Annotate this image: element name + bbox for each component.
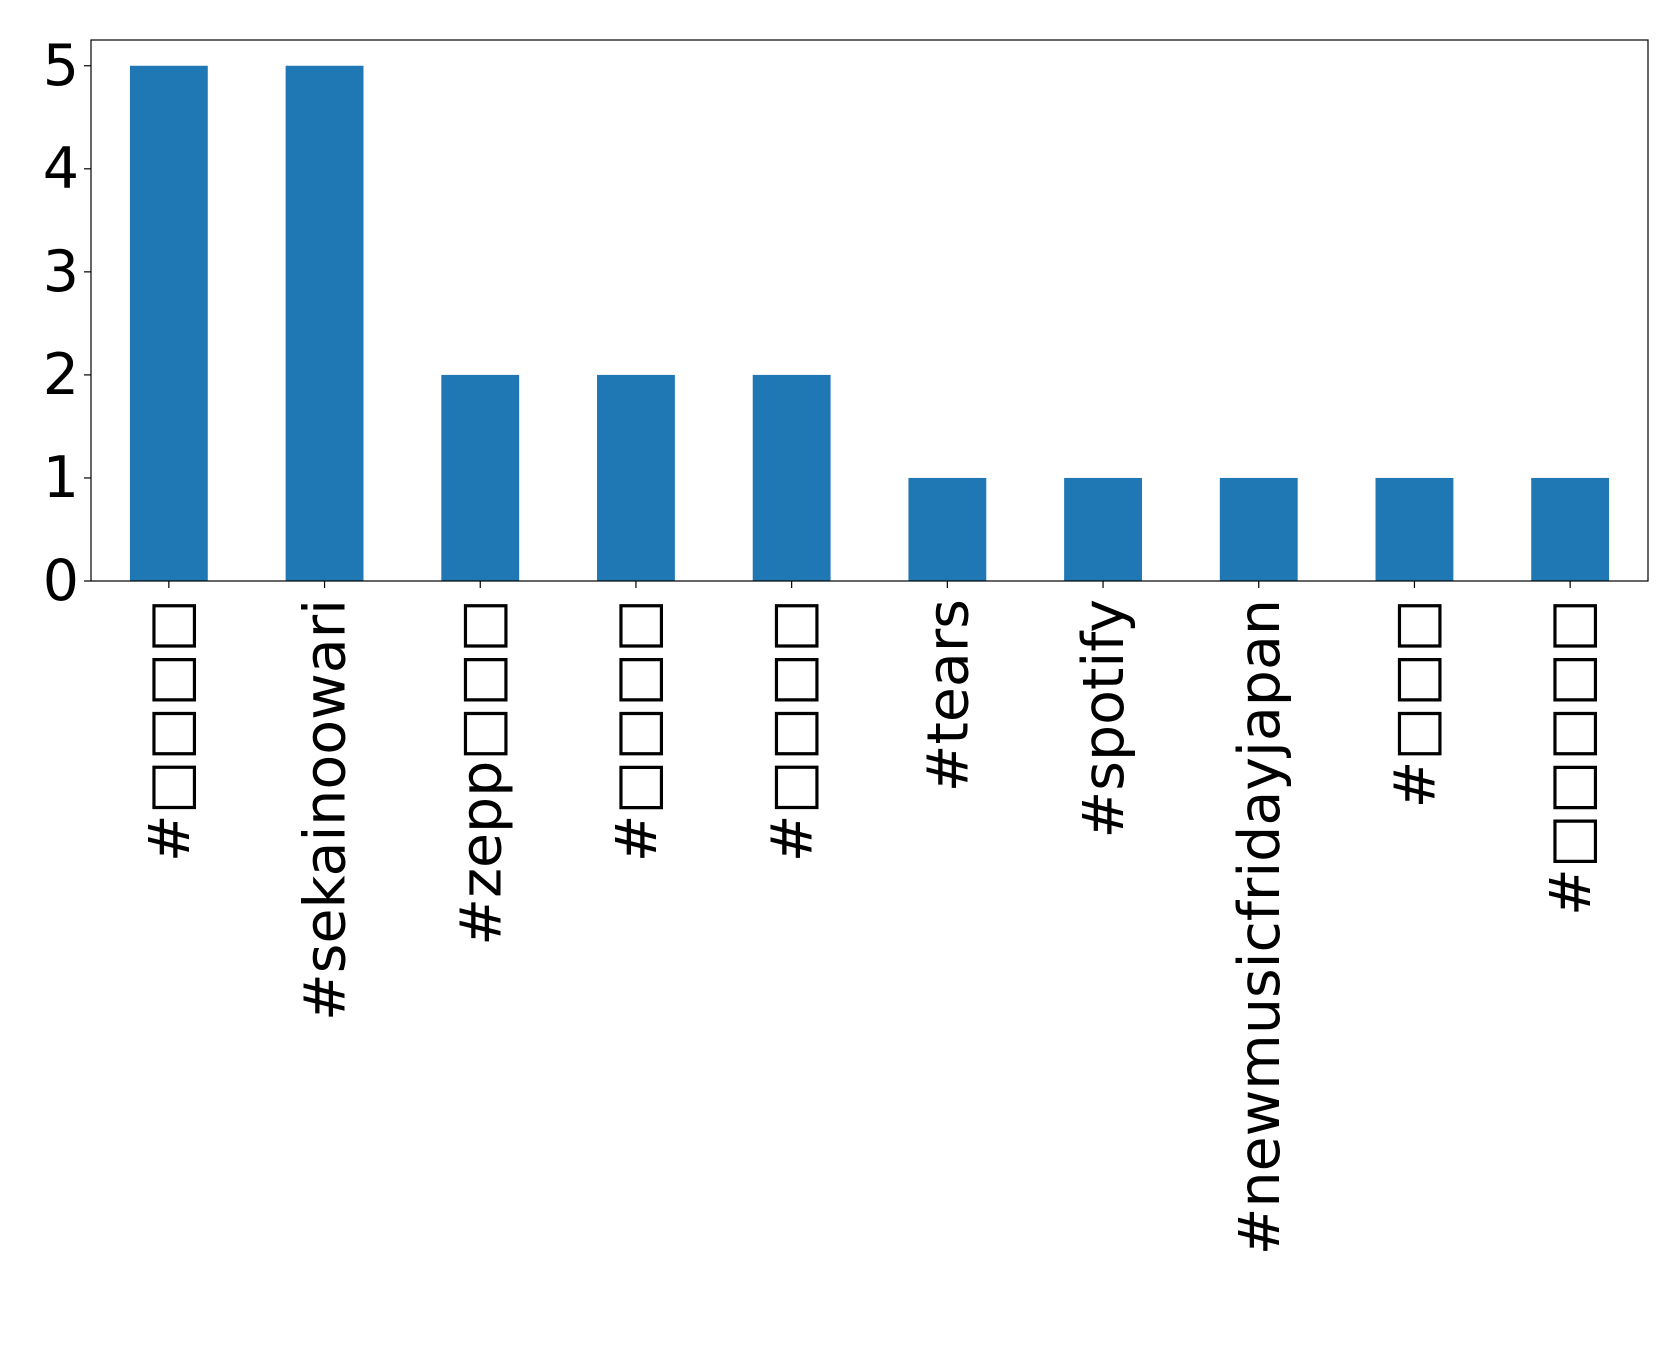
y-tick-label: 4 bbox=[43, 136, 79, 202]
x-tick-label: #zepp□□□ bbox=[448, 599, 514, 946]
bars-layer bbox=[129, 65, 1610, 581]
y-tick-label: 1 bbox=[43, 445, 79, 511]
bar-6 bbox=[1064, 477, 1142, 581]
y-axis: 0 1 2 3 4 5 bbox=[43, 33, 91, 614]
x-tick-label: #□□□ bbox=[1382, 599, 1448, 808]
x-tick-label: #□□□□ bbox=[760, 599, 826, 862]
x-axis: #□□□□ #sekainoowari #zepp□□□ #□□□□ #□□□□ #tea… bbox=[137, 581, 1604, 1255]
bar-3 bbox=[597, 374, 675, 581]
y-tick-label: 3 bbox=[43, 239, 79, 305]
bar-7 bbox=[1219, 477, 1298, 581]
bar-4 bbox=[752, 374, 831, 581]
bar-8 bbox=[1375, 477, 1454, 581]
plot-frame bbox=[90, 39, 1649, 582]
y-tick-label: 2 bbox=[43, 342, 79, 408]
y-tick-label: 0 bbox=[43, 548, 79, 614]
x-tick-label: #□□□□ bbox=[137, 599, 203, 862]
x-tick-label: #newmusicfridayjapan bbox=[1227, 599, 1293, 1255]
bar-9 bbox=[1531, 477, 1610, 581]
x-tick-label: #sekainoowari bbox=[293, 599, 359, 1021]
bar-0 bbox=[129, 65, 208, 581]
bar-2 bbox=[441, 374, 520, 581]
bar-1 bbox=[285, 65, 364, 581]
x-tick-label: #tears bbox=[915, 599, 981, 792]
bar-5 bbox=[908, 477, 987, 581]
x-tick-label: #□□□□□ bbox=[1538, 599, 1604, 916]
x-tick-label: #□□□□ bbox=[604, 599, 670, 862]
x-tick-label: #spotify bbox=[1071, 599, 1137, 839]
y-tick-label: 5 bbox=[43, 33, 79, 99]
